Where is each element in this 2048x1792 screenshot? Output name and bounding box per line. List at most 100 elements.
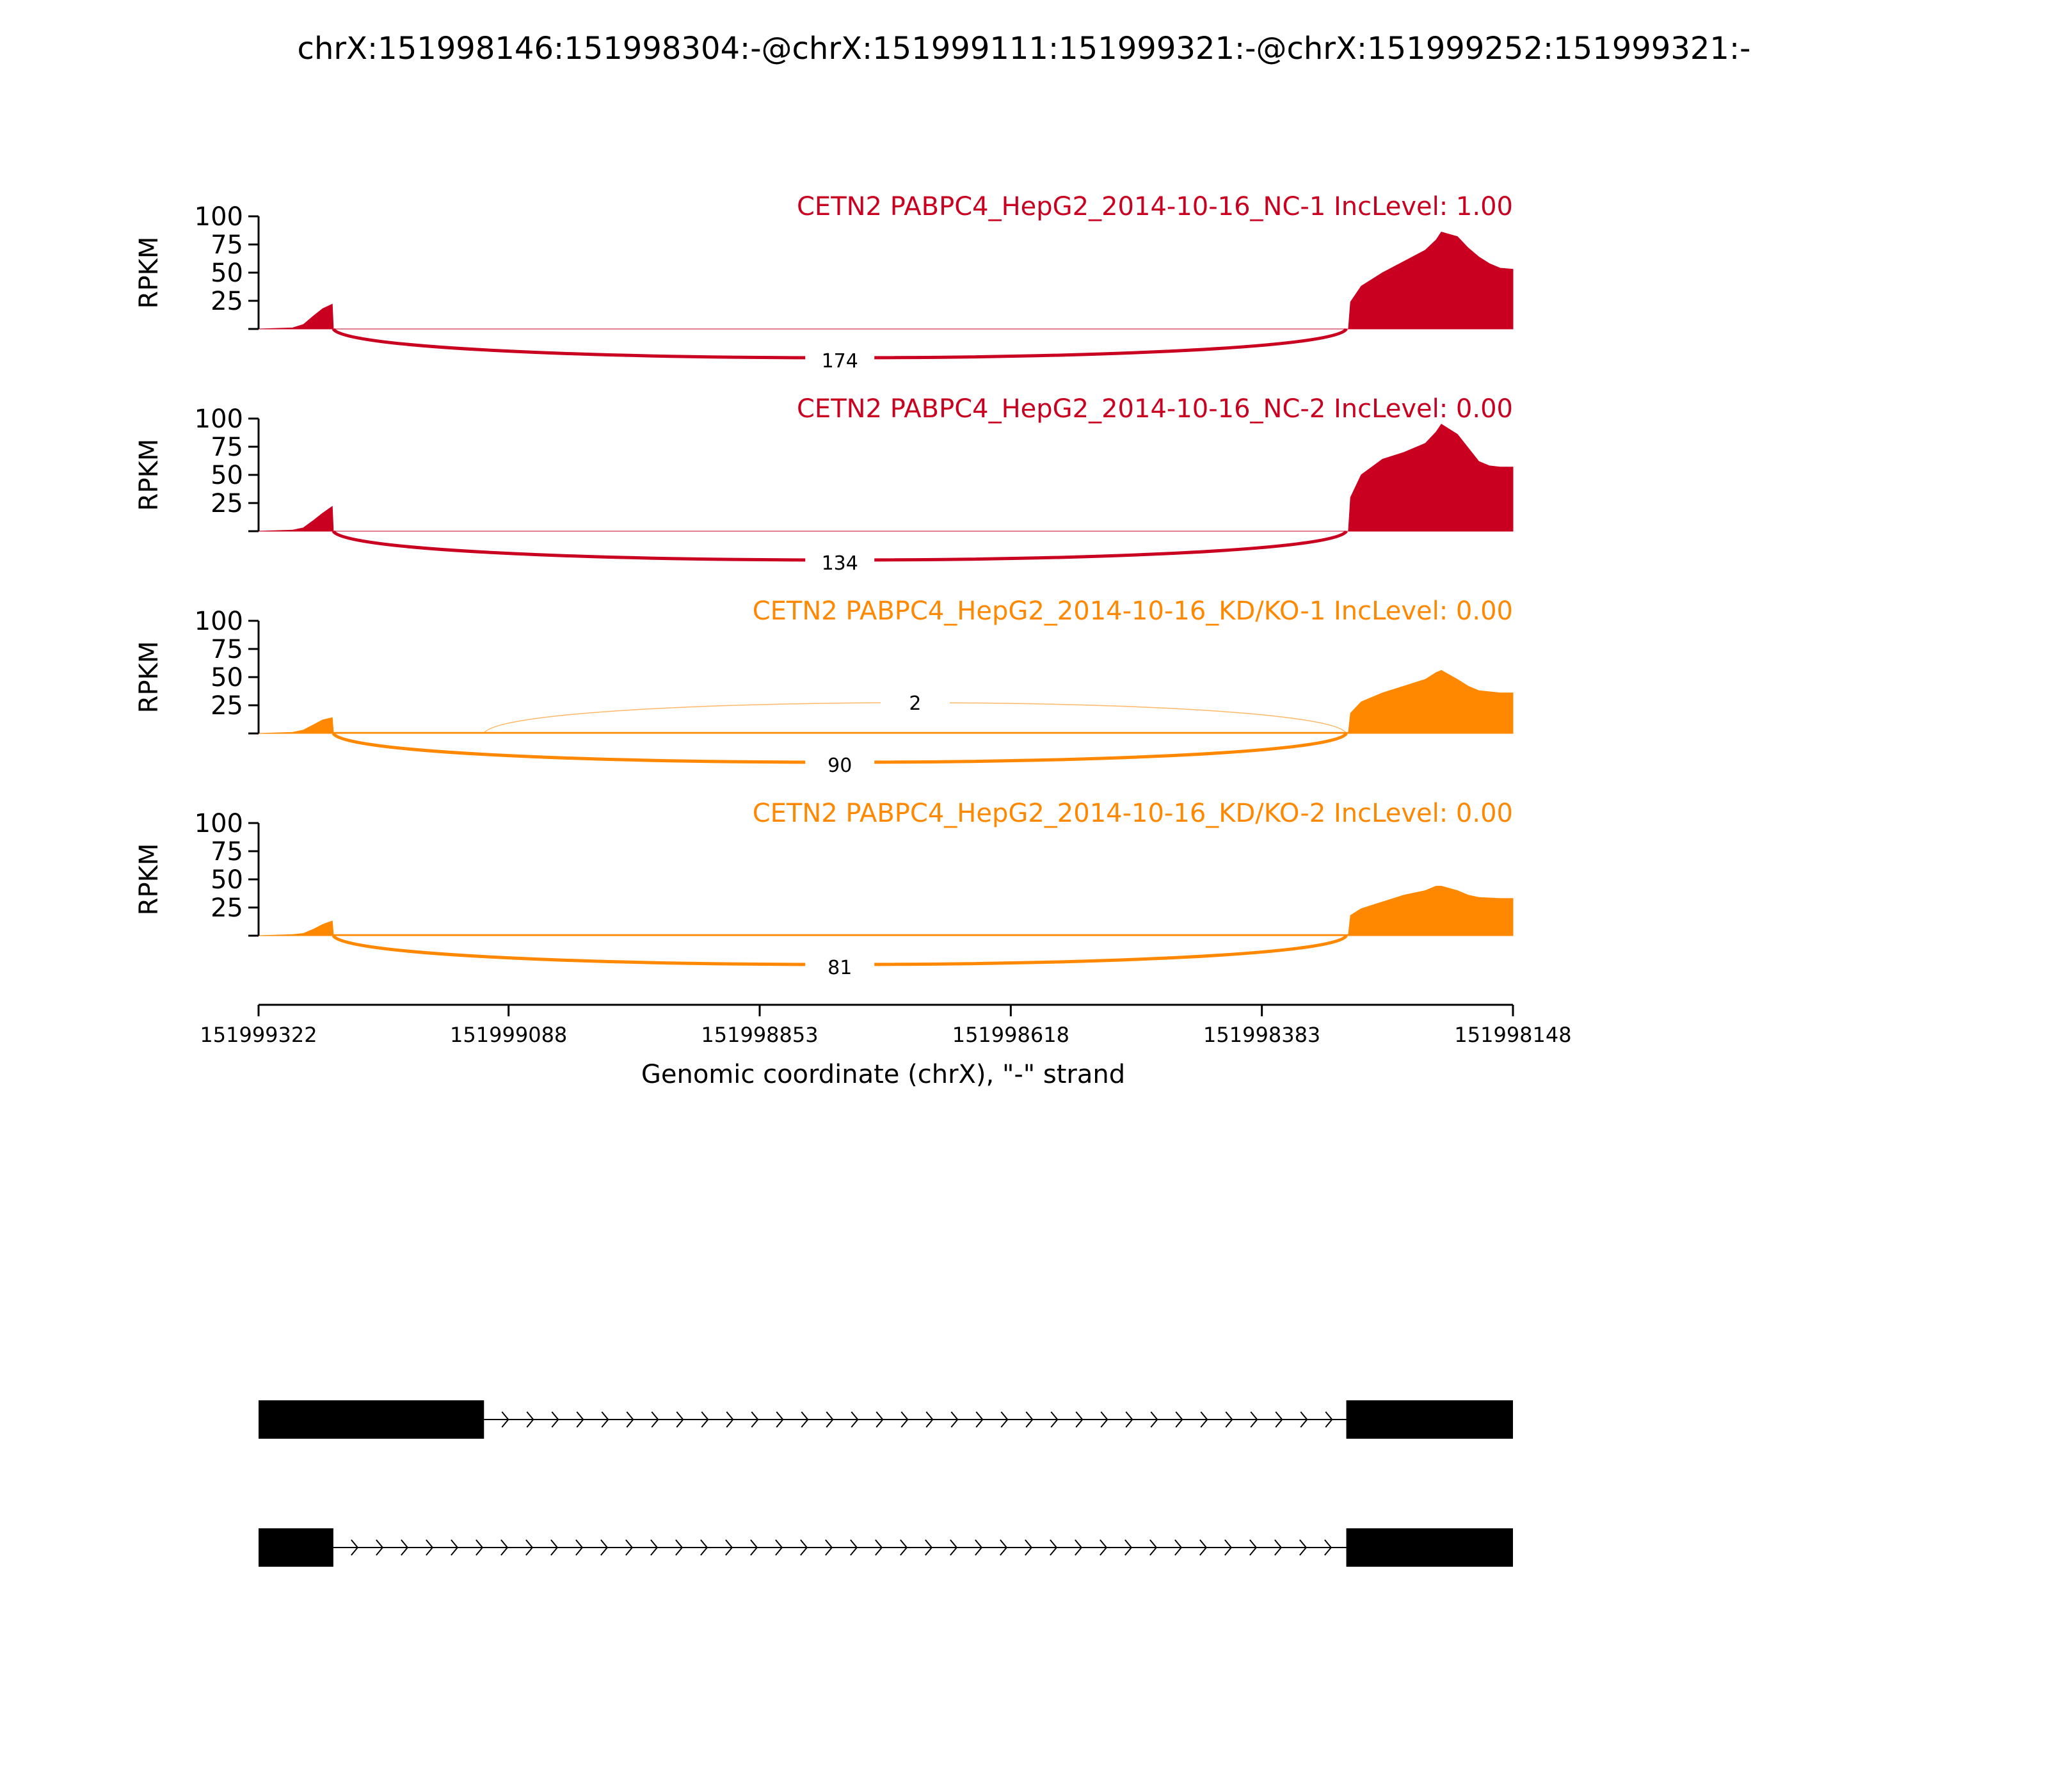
- strand-arrow: [550, 1539, 559, 1556]
- strand-arrow: [500, 1539, 509, 1556]
- strand-arrow: [1324, 1539, 1332, 1556]
- strand-arrow: [1224, 1539, 1233, 1556]
- strand-arrow: [1225, 1411, 1233, 1428]
- strand-arrow: [876, 1411, 884, 1428]
- y-tick-label: 75: [211, 433, 243, 462]
- y-tick-label: 25: [211, 489, 243, 518]
- strand-arrow: [701, 1411, 709, 1428]
- strand-arrow: [825, 1539, 833, 1556]
- strand-arrow: [975, 1411, 984, 1428]
- gene-models: [259, 1400, 1513, 1567]
- y-tick-label: 75: [211, 837, 243, 867]
- strand-arrow: [626, 1411, 634, 1428]
- track-title: CETN2 PABPC4_HepG2_2014-10-16_KD/KO-2 In…: [753, 799, 1513, 828]
- junction-count: 2: [909, 692, 921, 715]
- strand-arrow: [851, 1411, 859, 1428]
- strand-arrow: [775, 1539, 783, 1556]
- x-tick-label: 151999088: [450, 1023, 567, 1047]
- x-tick-label: 151998618: [952, 1023, 1069, 1047]
- strand-arrow: [376, 1539, 384, 1556]
- strand-arrow: [576, 1411, 584, 1428]
- x-tick-label: 151999322: [200, 1023, 317, 1047]
- y-tick-label: 50: [211, 259, 243, 288]
- strand-arrow: [401, 1539, 409, 1556]
- strand-arrow: [875, 1539, 883, 1556]
- track-title: CETN2 PABPC4_HepG2_2014-10-16_NC-1 IncLe…: [797, 192, 1513, 221]
- strand-arrow: [650, 1539, 659, 1556]
- gene-model-1: [259, 1400, 1513, 1439]
- exon-block: [259, 1400, 484, 1439]
- junction-count: 134: [822, 552, 858, 575]
- exon-block: [259, 1528, 333, 1567]
- strand-arrow: [501, 1411, 509, 1428]
- strand-arrow: [1100, 1411, 1108, 1428]
- strand-arrow: [551, 1411, 559, 1428]
- strand-arrow: [801, 1411, 809, 1428]
- track-title: CETN2 PABPC4_HepG2_2014-10-16_NC-2 IncLe…: [797, 394, 1513, 424]
- strand-arrow: [1000, 1539, 1008, 1556]
- strand-arrow: [1075, 1411, 1084, 1428]
- strand-arrow: [1075, 1539, 1083, 1556]
- strand-arrow: [575, 1539, 584, 1556]
- y-tick-label: 25: [211, 893, 243, 923]
- exon-block: [1346, 1528, 1513, 1567]
- strand-arrow: [776, 1411, 784, 1428]
- y-tick-label: 25: [211, 691, 243, 721]
- strand-arrow: [426, 1539, 434, 1556]
- strand-arrow: [1249, 1539, 1258, 1556]
- strand-arrow: [1200, 1411, 1208, 1428]
- coverage-area: [258, 669, 1514, 734]
- strand-arrow: [1149, 1539, 1158, 1556]
- junction-label-bg: [805, 752, 875, 778]
- x-axis: 151999322 151999088 151998853 151998618 1519…: [200, 1004, 1572, 1047]
- gene-model-2: [259, 1528, 1513, 1567]
- strand-arrow: [476, 1539, 484, 1556]
- strand-arrow: [1250, 1411, 1258, 1428]
- y-tick-label: 100: [195, 404, 243, 434]
- strand-arrow: [850, 1539, 858, 1556]
- strand-arrow: [700, 1539, 708, 1556]
- strand-arrow: [1025, 1539, 1033, 1556]
- strand-arrow: [651, 1411, 659, 1428]
- strand-arrow: [800, 1539, 808, 1556]
- x-tick-label: 151998383: [1203, 1023, 1320, 1047]
- strand-arrow: [1175, 1411, 1183, 1428]
- strand-arrow: [826, 1411, 834, 1428]
- strand-arrow: [925, 1539, 933, 1556]
- junction-label-bg: [805, 954, 875, 980]
- x-axis-label: Genomic coordinate (chrX), "-" strand: [641, 1060, 1125, 1089]
- coverage-area: [258, 886, 1514, 936]
- y-axis-label: RPKM: [134, 439, 164, 511]
- y-tick-label: 100: [195, 607, 243, 636]
- figure-title: chrX:151998146:151998304:-@chrX:15199911…: [298, 31, 1751, 67]
- y-axis-label: RPKM: [134, 844, 164, 916]
- y-tick-label: 100: [195, 809, 243, 838]
- strand-arrow: [950, 1539, 958, 1556]
- x-tick-label: 151998148: [1454, 1023, 1571, 1047]
- strand-arrow: [1300, 1411, 1308, 1428]
- y-tick-label: 75: [211, 230, 243, 260]
- strand-arrow: [725, 1539, 733, 1556]
- strand-arrow: [601, 1411, 609, 1428]
- strand-arrow: [675, 1539, 684, 1556]
- y-tick-label: 100: [195, 202, 243, 232]
- y-tick-label: 50: [211, 461, 243, 490]
- strand-arrow: [1275, 1411, 1283, 1428]
- y-tick-label: 75: [211, 635, 243, 664]
- track-title: CETN2 PABPC4_HepG2_2014-10-16_KD/KO-1 In…: [753, 596, 1513, 626]
- strand-arrow: [1299, 1539, 1308, 1556]
- junction-label-bg: [805, 348, 875, 373]
- strand-arrow: [726, 1411, 734, 1428]
- strand-arrow: [1100, 1539, 1108, 1556]
- strand-arrow: [525, 1539, 534, 1556]
- strand-arrow: [1174, 1539, 1183, 1556]
- y-axis-label: RPKM: [134, 237, 164, 309]
- y-tick-label: 25: [211, 287, 243, 316]
- junction-count: 90: [828, 755, 852, 777]
- y-tick-label: 50: [211, 865, 243, 895]
- strand-arrow: [900, 1411, 909, 1428]
